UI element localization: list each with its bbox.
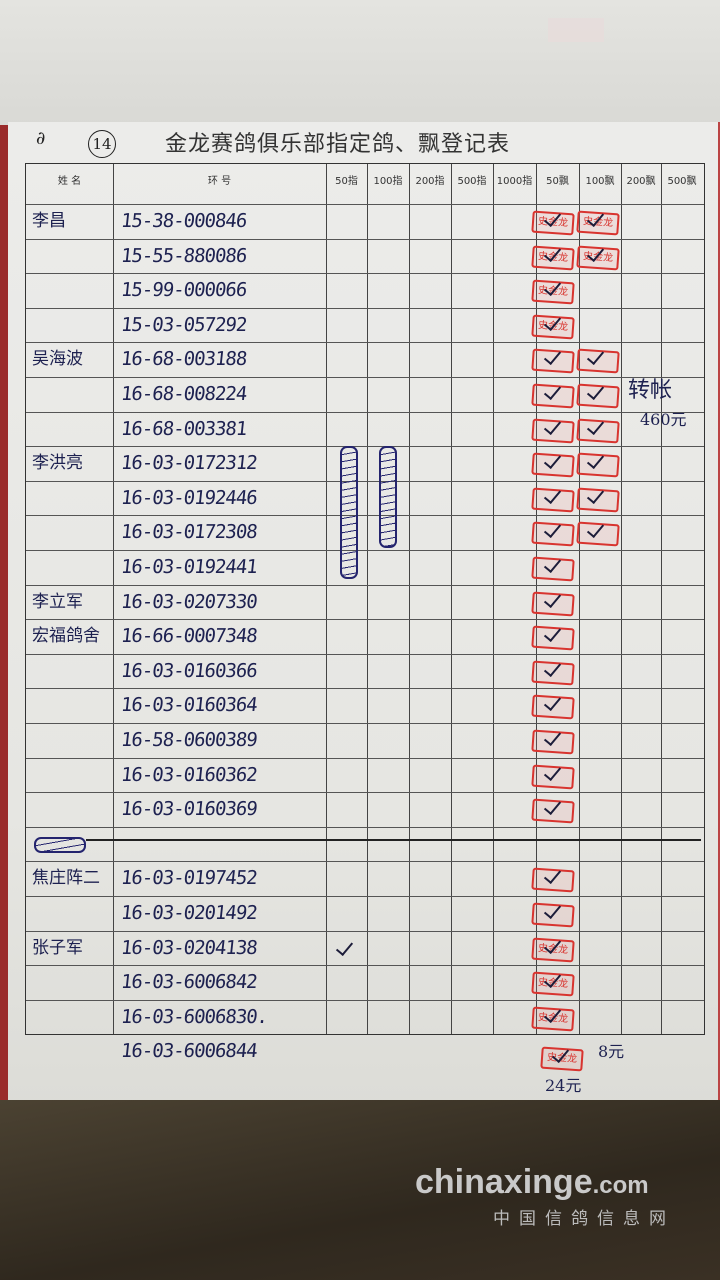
- column-header: 1000指: [496, 176, 533, 187]
- column-divider: [451, 164, 452, 1034]
- row-divider: [26, 757, 704, 759]
- ring-number: 16-03-0204138: [119, 936, 258, 959]
- column-header: 50飘: [546, 176, 569, 187]
- watermark-logo: chinaxinge.com: [415, 1162, 649, 1206]
- row-divider: [26, 273, 704, 275]
- page-number: 14: [88, 130, 116, 158]
- owner-name: 李昌: [32, 211, 66, 231]
- ring-number: 15-38-000846: [119, 210, 248, 232]
- owner-name: 李立军: [32, 591, 83, 612]
- owner-name: 张子军: [32, 937, 83, 958]
- column-header: 姓 名: [57, 176, 82, 187]
- row-divider: [26, 688, 704, 690]
- row-divider: [26, 204, 704, 205]
- register-page: [8, 122, 720, 1107]
- row-divider: [26, 999, 704, 1001]
- ring-number: 16-03-6006830.: [119, 1005, 269, 1028]
- ring-number: 16-03-0201492: [119, 902, 258, 924]
- ring-number: 16-58-0600389: [119, 729, 258, 751]
- row-divider: [26, 480, 704, 482]
- column-header: 100指: [373, 176, 403, 187]
- ring-number: 16-03-0172308: [119, 521, 258, 544]
- amount-note: 460元: [640, 410, 687, 429]
- ring-number: 16-03-0160362: [119, 763, 258, 786]
- column-divider: [113, 164, 114, 1034]
- row-divider: [26, 307, 704, 309]
- column-divider: [536, 164, 537, 1034]
- watermark-tld: .com: [592, 1172, 649, 1199]
- ring-number: 16-03-0160364: [119, 694, 258, 717]
- row-divider: [26, 723, 704, 724]
- ring-number: 16-03-0172312: [119, 452, 258, 475]
- row-divider: [26, 411, 704, 413]
- desk-background: [0, 1100, 720, 1280]
- owner-name: 李洪亮: [32, 453, 83, 474]
- column-header: 500飘: [667, 176, 697, 187]
- column-header: 环 号: [207, 176, 232, 187]
- ring-number: 16-03-0192441: [119, 556, 258, 578]
- ring-number: 16-68-008224: [119, 383, 248, 405]
- ring-number: 16-03-0197452: [119, 867, 258, 890]
- row-divider: [26, 446, 704, 448]
- fee-note-8: 8元: [598, 1042, 625, 1061]
- column-header: 200飘: [626, 176, 656, 187]
- row-divider: [26, 792, 704, 794]
- watermark-site: chinaxinge: [415, 1163, 593, 1201]
- fee-note-24: 24元: [545, 1076, 582, 1095]
- column-divider: [579, 164, 580, 1034]
- ring-number: 16-03-6006844: [119, 1040, 258, 1063]
- column-header: 100飘: [585, 176, 615, 187]
- page-title: 金龙赛鸽俱乐部指定鸽、飘登记表: [165, 132, 511, 157]
- ring-number: 15-55-880086: [119, 244, 248, 267]
- row-divider: [26, 342, 704, 344]
- ring-number: 16-68-003381: [119, 417, 248, 440]
- row-divider: [26, 653, 704, 655]
- ring-number: 15-99-000066: [119, 279, 248, 302]
- owner-name: 焦庄阵二: [32, 868, 100, 889]
- row-divider: [26, 896, 704, 897]
- check-mark-icon: [335, 937, 354, 956]
- ring-number: 16-03-0207330: [119, 590, 258, 613]
- column-header: 500指: [457, 176, 487, 187]
- crossed-out-name: [34, 836, 86, 853]
- strike-line: [86, 838, 701, 841]
- ring-number: 16-68-003188: [119, 348, 248, 371]
- ring-number: 15-03-057292: [119, 313, 248, 336]
- row-divider: [26, 965, 704, 967]
- register-table: 姓 名 环 号 50指 100指 200指 500指 1000指 50飘 100飘 200飘 500…: [25, 163, 705, 1072]
- owner-name: 宏福鸽舍: [32, 626, 100, 647]
- row-divider: [26, 930, 704, 932]
- transfer-note: 转帐: [628, 378, 673, 403]
- row-divider: [26, 826, 704, 828]
- row-divider: [26, 619, 704, 621]
- column-divider: [326, 164, 327, 1034]
- row-divider: [26, 550, 704, 551]
- column-divider: [621, 164, 622, 1034]
- column-divider: [493, 164, 494, 1034]
- long-tick-50-icon: [340, 446, 358, 579]
- owner-name: 吴海波: [32, 349, 83, 370]
- row-divider: [26, 861, 704, 863]
- ring-number: 16-03-0160366: [119, 659, 258, 682]
- column-divider: [661, 164, 662, 1034]
- row-divider: [26, 584, 704, 586]
- ring-number: 16-03-0160369: [119, 798, 258, 821]
- column-divider: [409, 164, 410, 1034]
- row-divider: [26, 377, 704, 378]
- long-tick-100-icon: [379, 446, 397, 548]
- notebook-spine: [0, 125, 8, 1105]
- row-divider: [26, 515, 704, 517]
- ring-number: 16-03-6006842: [119, 971, 258, 994]
- row-divider: [26, 238, 704, 240]
- ring-number: 16-66-0007348: [119, 625, 258, 648]
- ring-number: 16-03-0192446: [119, 486, 258, 509]
- column-header: 50指: [335, 176, 358, 187]
- column-header: 200指: [415, 176, 445, 187]
- top-paper-sheet: [0, 0, 720, 125]
- paper-tag: [548, 18, 604, 42]
- watermark-subtitle: 中国信鸽信息网: [493, 1209, 675, 1229]
- column-divider: [367, 164, 368, 1034]
- doodle-mark: ∂: [36, 128, 46, 149]
